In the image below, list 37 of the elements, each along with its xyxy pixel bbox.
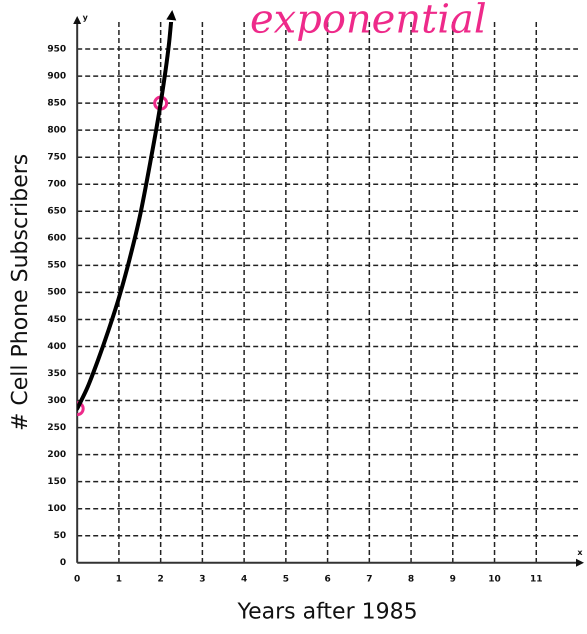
y-tick-label: 0 [60, 558, 66, 568]
y-tick-label: 400 [47, 342, 66, 352]
x-tick-label: 10 [488, 574, 501, 585]
x-tick-label: 5 [282, 574, 289, 585]
y-tick-label: 150 [47, 477, 66, 488]
y-tick-label: 500 [47, 288, 66, 298]
y-tick-label: 700 [47, 180, 66, 190]
y-tick-label: 750 [47, 152, 66, 163]
x-tick-label: 7 [366, 574, 372, 585]
y-tick-label: 200 [47, 450, 66, 460]
y-tick-label: 450 [47, 314, 66, 325]
y-tick-label: 950 [47, 44, 66, 54]
y-tick-label: 550 [47, 260, 66, 271]
annotation: y [82, 13, 89, 22]
y-tick-label: 650 [47, 206, 66, 217]
x-tick-label: 11 [530, 574, 543, 585]
y-tick-label: 100 [47, 504, 66, 514]
y-tick-label: 50 [54, 531, 66, 542]
y-tick-label: 250 [47, 422, 66, 433]
x-axis-title: Years after 1985 [236, 600, 418, 625]
x-tick-label: 6 [324, 574, 331, 585]
annotation: exponential [250, 0, 487, 42]
x-tick-label: 9 [450, 574, 456, 585]
y-tick-label: 900 [47, 71, 66, 82]
x-tick-label: 1 [116, 574, 122, 585]
y-axis-title: # Cell Phone Subscribers [8, 154, 33, 432]
y-tick-label: 300 [47, 396, 66, 406]
x-tick-label: 2 [158, 574, 164, 585]
x-tick-label: 4 [240, 574, 248, 585]
x-tick-label: 8 [408, 574, 414, 585]
x-tick-label: 3 [199, 574, 206, 585]
y-tick-label: 800 [47, 126, 66, 136]
y-tick-label: 350 [47, 368, 66, 379]
annotation: x [577, 548, 584, 557]
y-tick-label: 850 [47, 98, 66, 108]
y-tick-label: 600 [47, 234, 66, 244]
x-tick-label: 0 [74, 574, 80, 585]
